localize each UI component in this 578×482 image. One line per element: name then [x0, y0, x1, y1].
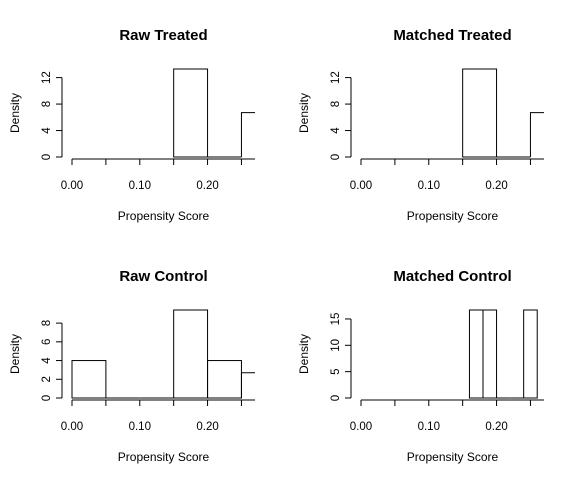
- y-axis-label: Density: [8, 334, 22, 374]
- y-tick-label: 0: [330, 395, 342, 401]
- y-tick-label: 6: [41, 339, 53, 345]
- histogram-bar: [482, 309, 498, 399]
- y-tick-label: 0: [41, 154, 53, 160]
- y-tick-label: 4: [41, 357, 53, 364]
- y-tick-label: 8: [330, 101, 342, 107]
- histogram-bar: [240, 372, 255, 398]
- histogram-bar: [207, 360, 242, 399]
- histogram-bar: [240, 112, 255, 157]
- x-tick-label: 0.00: [61, 421, 83, 433]
- x-axis-label: Propensity Score: [407, 209, 499, 223]
- x-tick-label: 0.00: [61, 180, 83, 192]
- panel-title: Raw Treated: [119, 27, 207, 44]
- x-tick-label: 0.00: [350, 421, 372, 433]
- x-tick-label: 0.10: [418, 180, 440, 192]
- y-tick-label: 12: [41, 71, 53, 84]
- x-axis-label: Propensity Score: [407, 450, 499, 464]
- panel-title: Matched Control: [393, 268, 511, 285]
- histogram-bar: [71, 360, 107, 399]
- x-tick-label: 0.20: [485, 421, 507, 433]
- y-tick-label: 10: [330, 339, 342, 352]
- x-tick-label: 0.20: [196, 180, 218, 192]
- y-tick-label: 0: [41, 395, 53, 401]
- x-tick-label: 0.10: [129, 180, 151, 192]
- y-tick-label: 2: [41, 376, 53, 382]
- y-tick-label: 5: [330, 368, 342, 374]
- x-tick-label: 0.10: [129, 421, 151, 433]
- y-tick-label: 15: [330, 313, 342, 326]
- histogram-bar: [173, 68, 209, 158]
- x-tick-label: 0.00: [350, 180, 372, 192]
- x-axis-label: Propensity Score: [118, 450, 210, 464]
- y-axis-label: Density: [297, 93, 311, 133]
- y-tick-label: 0: [330, 154, 342, 160]
- y-axis-label: Density: [8, 93, 22, 133]
- x-tick-label: 0.20: [196, 421, 218, 433]
- y-tick-label: 4: [330, 127, 342, 134]
- y-tick-label: 4: [41, 127, 53, 134]
- histogram-bar: [462, 68, 498, 158]
- histogram-bar: [523, 309, 538, 399]
- panel-title: Raw Control: [119, 268, 207, 285]
- histogram-bar: [173, 309, 209, 399]
- x-axis-label: Propensity Score: [118, 209, 210, 223]
- y-axis-label: Density: [297, 334, 311, 374]
- y-tick-label: 12: [330, 71, 342, 84]
- x-tick-label: 0.10: [418, 421, 440, 433]
- y-tick-label: 8: [41, 101, 53, 107]
- panel-title: Matched Treated: [393, 27, 511, 44]
- histogram-bar: [529, 112, 544, 157]
- y-tick-label: 8: [41, 320, 53, 326]
- x-tick-label: 0.20: [485, 180, 507, 192]
- histogram-bar: [468, 309, 484, 399]
